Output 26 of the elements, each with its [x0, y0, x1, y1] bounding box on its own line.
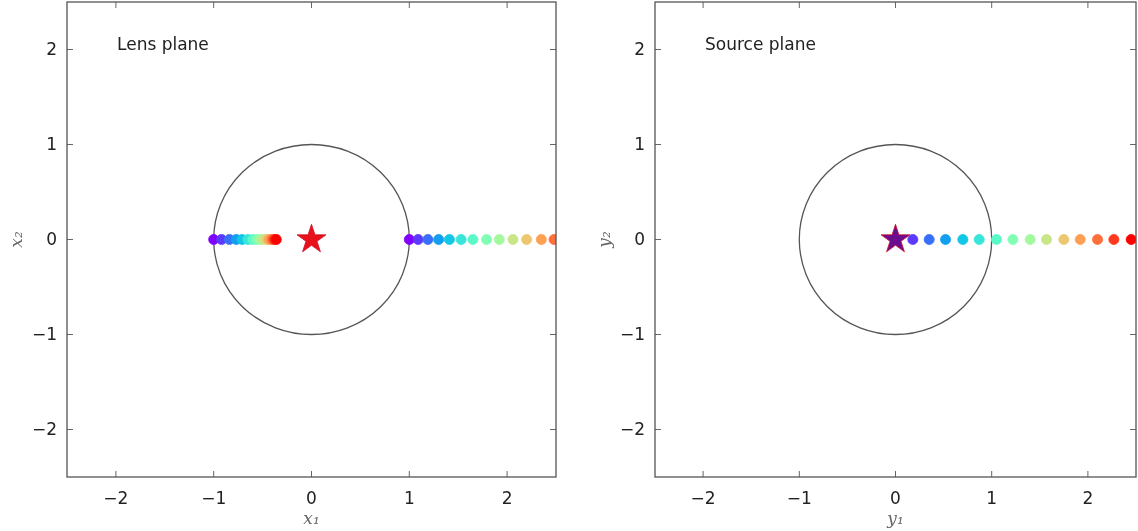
y-tick-label: 2: [46, 39, 57, 60]
y-tick-label: 0: [46, 229, 57, 250]
y-tick-label: −1: [619, 324, 645, 345]
y-tick-label: −1: [31, 324, 57, 345]
y-axis-title: y₂: [594, 231, 614, 249]
y-tick-label: 2: [634, 39, 645, 60]
x-tick-label: 1: [986, 488, 998, 508]
x-tick-label: 0: [306, 488, 317, 508]
x-axis-title: x₁: [303, 508, 320, 528]
y-tick-label: 0: [634, 229, 645, 250]
x-tick-label: −2: [103, 488, 129, 508]
x-tick-label: 2: [501, 488, 513, 508]
x-axis-title: y₁: [886, 508, 904, 528]
x-tick-label: −1: [201, 488, 227, 508]
y-tick-label: −2: [619, 419, 645, 440]
y-tick-label: 1: [46, 134, 57, 155]
x-tick-label: −2: [690, 488, 716, 508]
text: Lens plane: [117, 34, 209, 54]
x-tick-label: −1: [786, 488, 812, 508]
y-tick-label: 1: [634, 134, 645, 155]
x-tick-label: 0: [890, 488, 901, 508]
x-tick-label: 1: [403, 488, 415, 508]
y-axis-title: x₂: [6, 231, 26, 248]
text: Source plane: [705, 34, 816, 54]
x-tick-label: 2: [1082, 488, 1094, 508]
y-tick-label: −2: [31, 419, 57, 440]
